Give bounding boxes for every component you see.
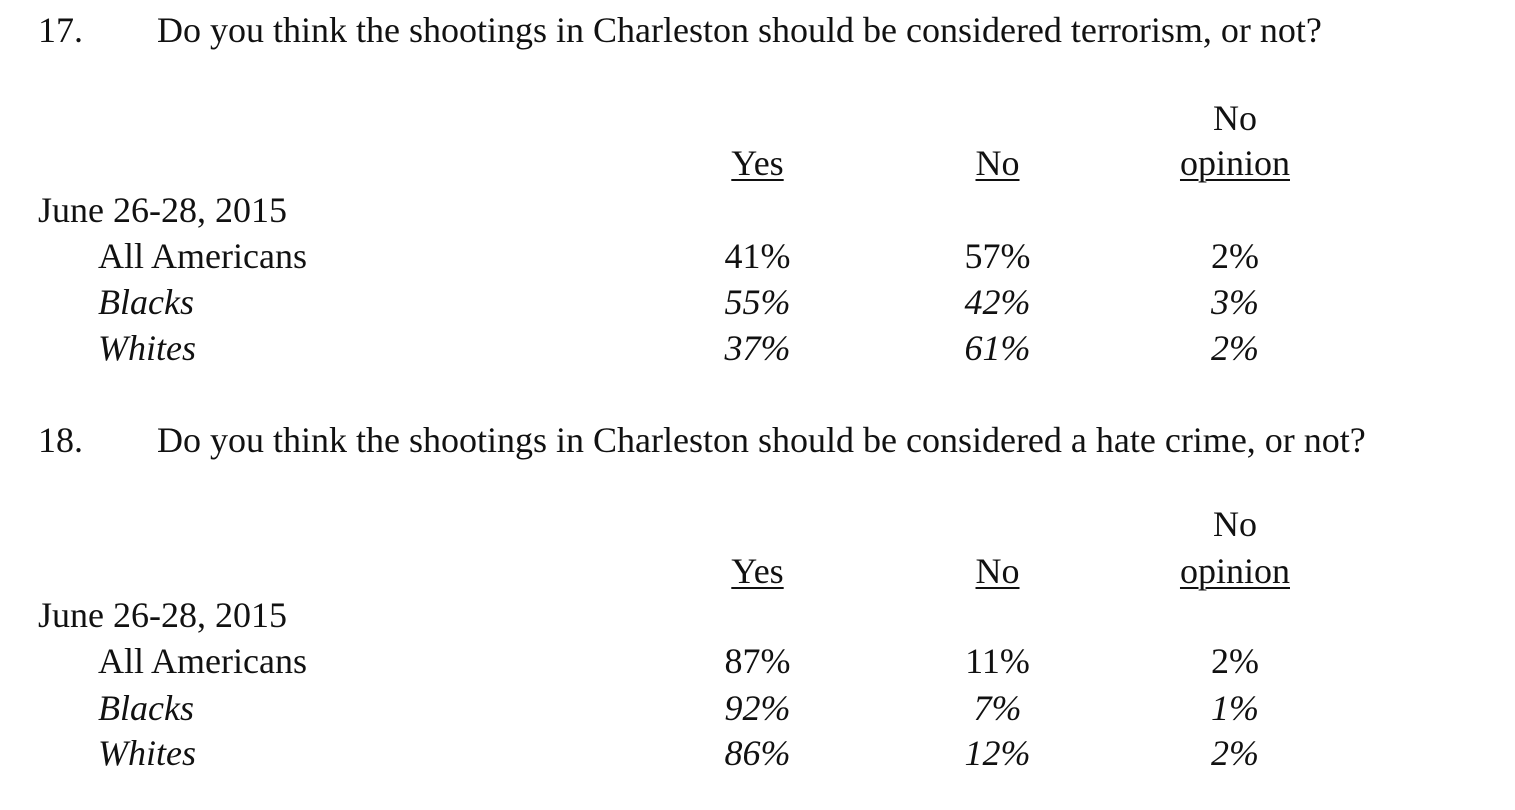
cell-yes: 87%: [724, 641, 791, 681]
row-label-whites: Whites: [98, 733, 196, 773]
row-label-blacks: Blacks: [98, 688, 194, 728]
cell-no: 57%: [964, 236, 1031, 276]
cell-no: 61%: [964, 328, 1031, 368]
cell-yes: 37%: [724, 328, 791, 368]
question-text: Do you think the shootings in Charleston…: [157, 420, 1366, 460]
cell-no: 11%: [965, 641, 1030, 681]
header-no: No: [975, 143, 1020, 183]
question-18: 18. Do you think the shootings in Charle…: [0, 410, 1515, 810]
header-yes: Yes: [731, 551, 784, 591]
cell-yes: 55%: [724, 282, 791, 322]
row-label-all-americans: All Americans: [98, 641, 307, 681]
header-yes: Yes: [731, 143, 784, 183]
header-no-opinion: No opinion: [1179, 98, 1290, 183]
cell-no: 12%: [964, 733, 1031, 773]
cell-no: 7%: [973, 688, 1022, 728]
survey-date: June 26-28, 2015: [38, 595, 287, 635]
cell-yes: 41%: [724, 236, 791, 276]
cell-yes: 86%: [724, 733, 791, 773]
question-number: 17.: [38, 10, 83, 50]
row-label-whites: Whites: [98, 328, 196, 368]
question-17: 17. Do you think the shootings in Charle…: [0, 0, 1515, 400]
cell-no-opinion: 3%: [1211, 282, 1259, 322]
header-no: No: [975, 551, 1020, 591]
cell-no-opinion: 2%: [1211, 236, 1259, 276]
cell-no-opinion: 2%: [1211, 328, 1259, 368]
row-label-blacks: Blacks: [98, 282, 194, 322]
cell-yes: 92%: [724, 688, 791, 728]
row-label-all-americans: All Americans: [98, 236, 307, 276]
survey-date: June 26-28, 2015: [38, 190, 287, 230]
question-text: Do you think the shootings in Charleston…: [157, 10, 1322, 50]
cell-no-opinion: 2%: [1211, 733, 1259, 773]
question-number: 18.: [38, 420, 83, 460]
cell-no-opinion: 1%: [1211, 688, 1259, 728]
cell-no: 42%: [964, 282, 1031, 322]
header-no-opinion: No opinion: [1179, 504, 1290, 591]
cell-no-opinion: 2%: [1211, 641, 1259, 681]
